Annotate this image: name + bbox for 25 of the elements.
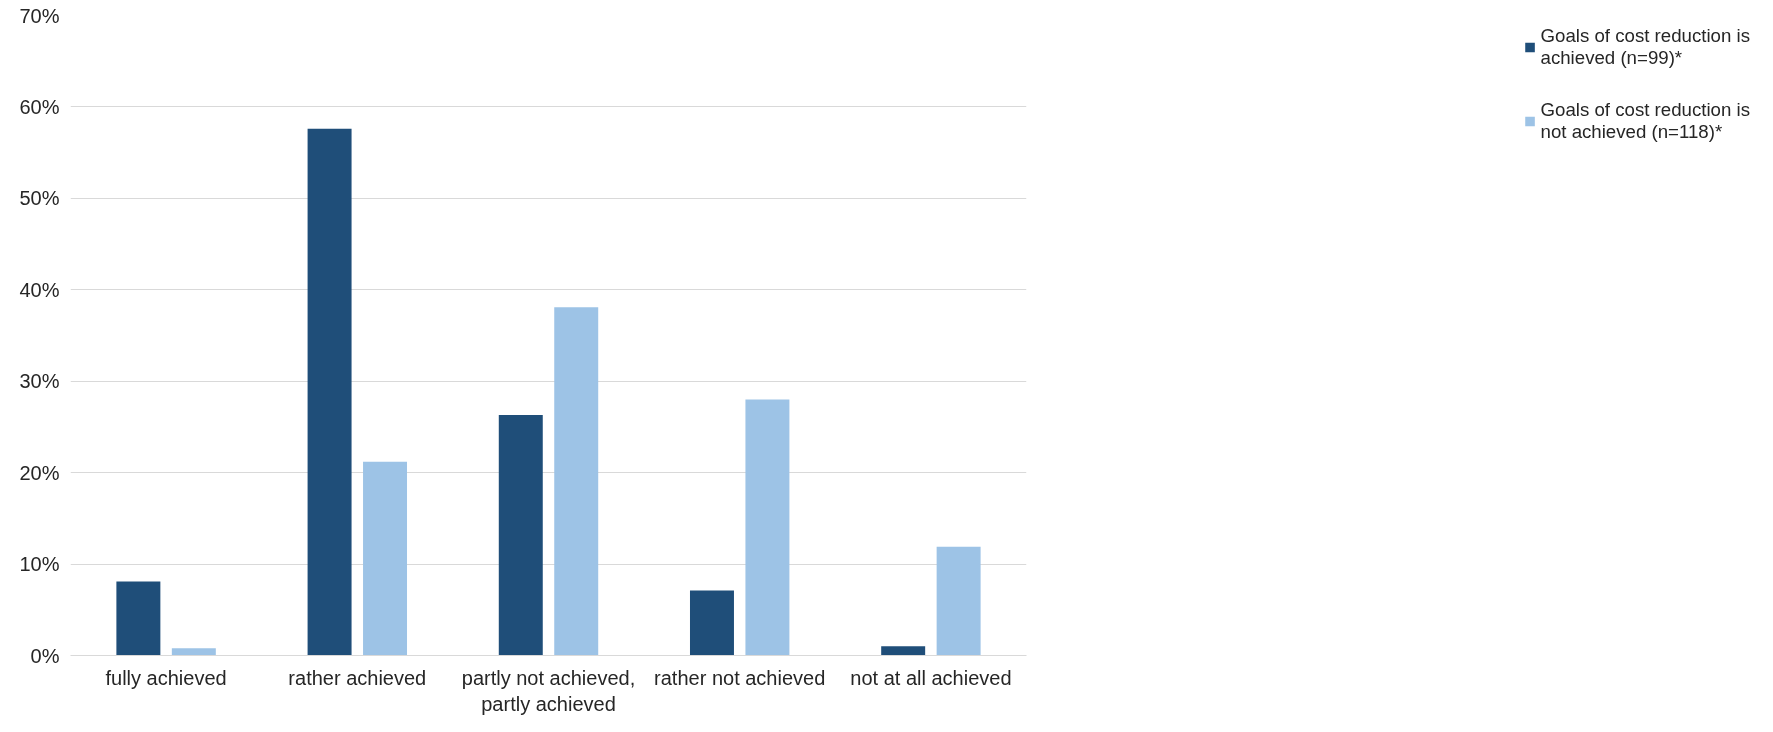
y-tick-label: 50% xyxy=(19,187,60,210)
y-tick-label: 20% xyxy=(19,461,60,484)
x-tick-label: fully achieved xyxy=(105,666,227,689)
x-tick-label: rather not achieved xyxy=(654,666,826,689)
x-tick-label: rather achieved xyxy=(288,666,427,689)
bar xyxy=(554,307,599,656)
bar xyxy=(116,581,161,656)
bar xyxy=(171,648,216,656)
x-tick-label: partly not achieved, partly achieved xyxy=(461,666,636,715)
bar xyxy=(307,128,352,656)
legend-label: Goals of cost reduction is not achieved (n=118)* xyxy=(1540,99,1750,143)
legend-label: Goals of cost reduction is achieved (n=99)* xyxy=(1540,25,1750,69)
y-tick-label: 30% xyxy=(19,370,60,393)
bar xyxy=(498,415,543,656)
y-tick-label: 40% xyxy=(19,278,60,301)
y-tick-label: 70% xyxy=(19,4,60,27)
bar xyxy=(363,461,408,656)
x-tick-label: not at all achieved xyxy=(850,666,1012,689)
bar xyxy=(936,546,981,656)
bar xyxy=(745,399,790,656)
y-tick-label: 0% xyxy=(30,644,60,667)
y-tick-label: 10% xyxy=(19,553,60,576)
y-tick-label: 60% xyxy=(19,95,60,118)
bar xyxy=(881,646,926,656)
bar xyxy=(689,590,734,656)
